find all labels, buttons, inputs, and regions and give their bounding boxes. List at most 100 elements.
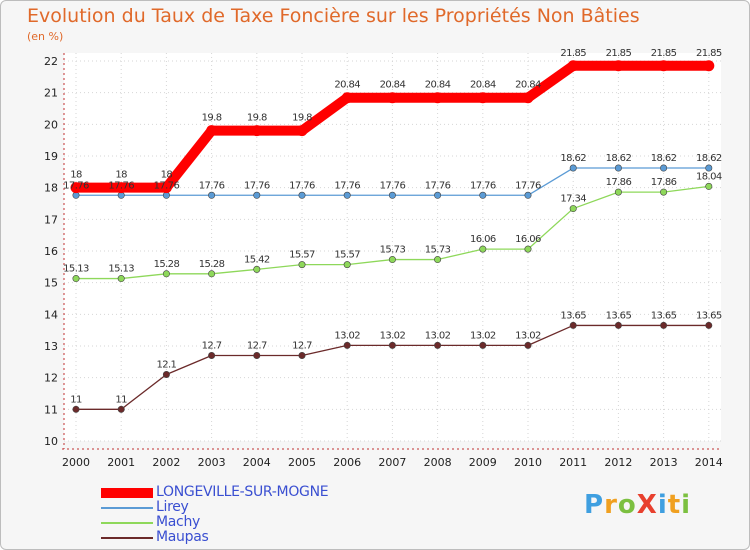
data-point [434, 341, 442, 349]
data-label: 15.57 [334, 250, 360, 261]
data-point [614, 164, 622, 172]
data-label: 19.8 [292, 113, 312, 124]
data-point [479, 191, 487, 199]
x-tick-label: 2013 [650, 456, 678, 469]
data-label: 16.06 [470, 234, 496, 245]
x-tick-label: 2003 [198, 456, 226, 469]
data-label: 13.02 [470, 330, 496, 341]
data-point [343, 341, 351, 349]
y-tick-label: 10 [44, 435, 58, 448]
x-tick-label: 2000 [62, 456, 90, 469]
data-label: 21.85 [651, 48, 677, 59]
data-point [614, 321, 622, 329]
data-label: 20.84 [425, 80, 451, 91]
data-label: 18 [115, 170, 127, 181]
legend-swatch [101, 537, 153, 539]
y-tick-label: 15 [44, 277, 58, 290]
legend-swatch [101, 507, 153, 509]
legend-label: LONGEVILLE-SUR-MOGNE [156, 484, 329, 500]
data-point [298, 351, 306, 359]
x-tick-label: 2006 [333, 456, 361, 469]
data-label: 15.73 [425, 245, 451, 256]
data-point [72, 405, 80, 413]
data-label: 19.8 [202, 113, 222, 124]
data-label: 11 [70, 394, 82, 405]
data-label: 13.65 [560, 310, 586, 321]
data-point [658, 60, 670, 72]
data-label: 20.84 [334, 80, 360, 91]
data-label: 12.7 [247, 341, 267, 352]
data-point [388, 256, 396, 264]
data-label: 16.06 [515, 234, 541, 245]
data-point [208, 270, 216, 278]
data-point [434, 191, 442, 199]
legend-swatch [101, 488, 153, 498]
data-label: 17.76 [334, 180, 360, 191]
data-label: 18.62 [560, 153, 586, 164]
chart-title: Evolution du Taux de Taxe Foncière sur l… [27, 5, 640, 27]
data-label: 11 [115, 394, 127, 405]
data-label: 13.02 [380, 330, 406, 341]
data-point [162, 270, 170, 278]
data-label: 13.02 [425, 330, 451, 341]
data-point [298, 261, 306, 269]
legend-label: Maupas [156, 529, 209, 545]
data-label: 15.28 [199, 259, 225, 270]
data-point [524, 341, 532, 349]
data-point [432, 92, 444, 104]
x-tick-label: 2012 [604, 456, 632, 469]
legend-label: Lirey [156, 499, 189, 515]
x-tick-label: 2001 [107, 456, 135, 469]
data-label: 12.7 [202, 341, 222, 352]
data-label: 13.02 [334, 330, 360, 341]
data-label: 12.7 [292, 341, 312, 352]
data-point [614, 188, 622, 196]
data-label: 17.76 [154, 180, 180, 191]
data-label: 21.85 [606, 48, 632, 59]
data-point [524, 191, 532, 199]
y-tick-label: 17 [44, 213, 58, 226]
data-point [703, 60, 715, 72]
data-point [298, 191, 306, 199]
data-point [569, 321, 577, 329]
data-point [567, 60, 579, 72]
data-label: 13.65 [696, 310, 722, 321]
data-point [612, 60, 624, 72]
data-label: 13.02 [515, 330, 541, 341]
data-point [296, 125, 308, 137]
data-label: 15.13 [63, 264, 89, 275]
data-point [115, 182, 127, 194]
y-tick-label: 19 [44, 150, 58, 163]
data-label: 13.65 [651, 310, 677, 321]
data-label: 17.86 [606, 177, 632, 188]
data-point [477, 92, 489, 104]
data-point [660, 188, 668, 196]
data-point [660, 321, 668, 329]
y-tick-label: 20 [44, 118, 58, 131]
data-point [705, 321, 713, 329]
x-tick-label: 2005 [288, 456, 316, 469]
data-label: 17.76 [63, 180, 89, 191]
data-point [343, 261, 351, 269]
data-label: 15.13 [108, 264, 134, 275]
data-point [705, 182, 713, 190]
data-point [386, 92, 398, 104]
data-point [660, 164, 668, 172]
data-label: 18 [161, 170, 173, 181]
legend-label: Machy [156, 514, 201, 530]
y-tick-label: 11 [44, 403, 58, 416]
data-point [479, 245, 487, 253]
data-point [705, 164, 713, 172]
data-label: 18 [70, 170, 82, 181]
x-tick-label: 2009 [469, 456, 497, 469]
data-label: 15.42 [244, 254, 270, 265]
data-point [388, 341, 396, 349]
data-point [162, 370, 170, 378]
x-tick-label: 2002 [152, 456, 180, 469]
data-point [522, 92, 534, 104]
data-label: 17.76 [425, 180, 451, 191]
x-tick-label: 2008 [424, 456, 452, 469]
unit-label: (en %) [27, 30, 64, 43]
data-point [70, 182, 82, 194]
